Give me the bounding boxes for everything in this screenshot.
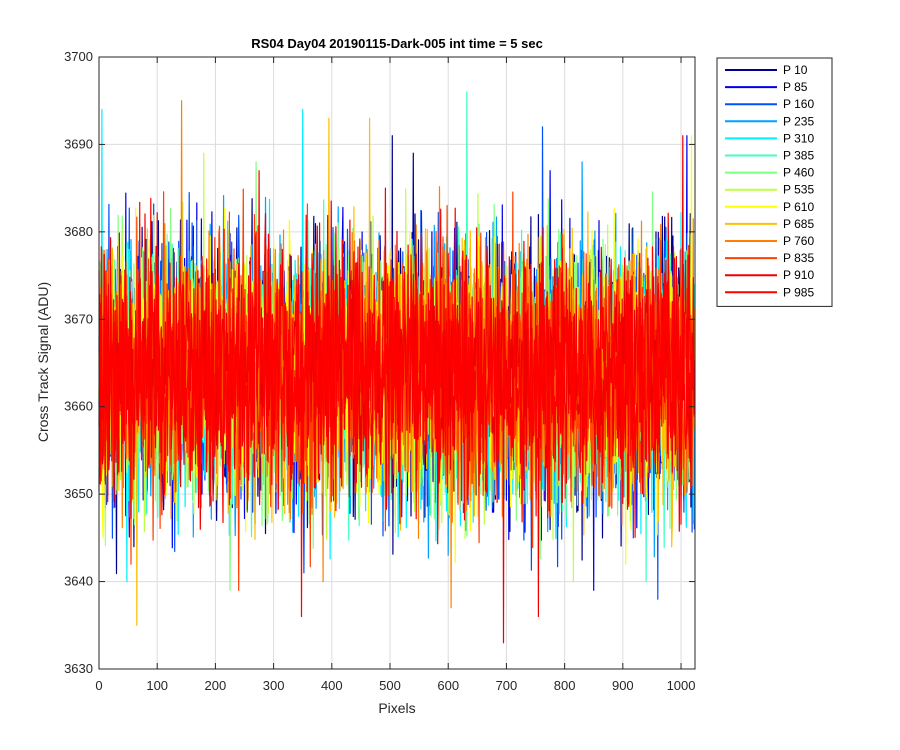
legend: P 10 P 85 P 160 P 235 P 310 P 385 P 460 P 535 P … — [716, 57, 833, 307]
legend-label: P 985 — [783, 285, 814, 299]
x-tick-label: 200 — [205, 678, 227, 693]
x-tick-label: 800 — [554, 678, 576, 693]
legend-label: P 460 — [783, 166, 814, 180]
legend-label: P 760 — [783, 234, 814, 248]
x-tick-label: 0 — [95, 678, 102, 693]
y-tick-label: 3670 — [64, 311, 93, 326]
y-tick-label: 3660 — [64, 399, 93, 414]
y-tick-label: 3630 — [64, 661, 93, 676]
x-tick-label: 400 — [321, 678, 343, 693]
legend-label: P 385 — [783, 149, 814, 163]
legend-label: P 10 — [783, 63, 808, 77]
x-tick-label: 900 — [612, 678, 634, 693]
legend-label: P 685 — [783, 217, 814, 231]
x-tick-label: 500 — [379, 678, 401, 693]
series-line — [98, 170, 695, 618]
x-tick-label: 300 — [263, 678, 285, 693]
legend-box — [716, 57, 833, 307]
y-tick-label: 3640 — [64, 574, 93, 589]
x-tick-label: 600 — [437, 678, 459, 693]
legend-label: P 910 — [783, 268, 814, 282]
y-tick-label: 3690 — [64, 136, 93, 151]
legend-label: P 535 — [783, 183, 814, 197]
y-tick-label: 3700 — [64, 49, 93, 64]
legend-label: P 310 — [783, 131, 814, 145]
legend-label: P 235 — [783, 114, 814, 128]
x-tick-label: 1000 — [667, 678, 696, 693]
legend-label: P 85 — [783, 80, 808, 94]
x-axis-label: Pixels — [378, 700, 415, 716]
legend-label: P 610 — [783, 200, 814, 214]
plot-area — [98, 91, 695, 644]
x-tick-label: 700 — [496, 678, 518, 693]
y-tick-label: 3650 — [64, 486, 93, 501]
legend-label: P 835 — [783, 251, 814, 265]
axis-ticks: 0 100 200 300 400 500 600 700 800 900 1000 3630 3640… — [64, 49, 695, 693]
x-tick-label: 100 — [146, 678, 168, 693]
axes-box — [98, 56, 696, 670]
y-axis-label: Cross Track Signal (ADU) — [35, 282, 51, 442]
legend-label: P 160 — [783, 97, 814, 111]
chart-title: RS04 Day04 20190115-Dark-005 int time = … — [251, 36, 543, 51]
y-tick-label: 3680 — [64, 224, 93, 239]
